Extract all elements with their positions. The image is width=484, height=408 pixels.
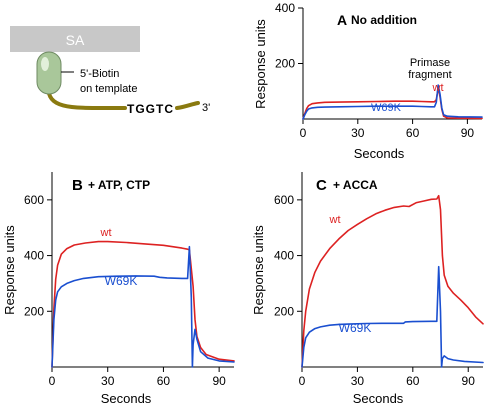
panel-a-ylabel: Response units bbox=[253, 19, 268, 109]
panel-c-xtick-label-0: 0 bbox=[299, 374, 306, 388]
biotin-bead bbox=[36, 51, 62, 95]
panel-c-title: + ACCA bbox=[333, 178, 378, 192]
panel-b-xtick-label-30: 30 bbox=[101, 374, 115, 388]
panel-b-series-wt bbox=[51, 240, 235, 368]
panel-a-ytick-label-400: 400 bbox=[275, 1, 295, 15]
panel-b-w69k-label: W69K bbox=[105, 274, 138, 288]
panel-b-xlabel: Seconds bbox=[101, 391, 152, 406]
streptavidin-surface bbox=[10, 26, 140, 52]
sequence-label: TGGTC bbox=[127, 102, 174, 116]
panel-b-xtick-label-90: 90 bbox=[212, 374, 226, 388]
surface-label: SA bbox=[66, 32, 85, 48]
panel-c-w69k-label: W69K bbox=[339, 321, 372, 335]
panel-c-ytick-label-400: 400 bbox=[274, 249, 294, 263]
panel-b-title: + ATP, CTP bbox=[88, 178, 150, 192]
panel-a-annotation-2: fragment bbox=[408, 69, 451, 81]
panel-c-xtick-label-60: 60 bbox=[406, 374, 420, 388]
panel-b-letter: B bbox=[72, 177, 83, 194]
panel-a-xtick-label-30: 30 bbox=[351, 126, 365, 140]
panel-a-w69k-label: W69K bbox=[371, 102, 402, 114]
panel-c-xtick-label-90: 90 bbox=[462, 374, 476, 388]
panel-c-letter: C bbox=[316, 177, 327, 194]
panel-a-xtick-label-0: 0 bbox=[300, 126, 307, 140]
panel-b-ytick-label-600: 600 bbox=[24, 193, 44, 207]
panel-c-xtick-label-30: 30 bbox=[351, 374, 365, 388]
panel-c-xlabel: Seconds bbox=[353, 391, 404, 406]
panel-c-ytick-label-200: 200 bbox=[274, 304, 294, 318]
panel-a-xlabel: Seconds bbox=[354, 146, 405, 161]
panel-b-ytick-label-400: 400 bbox=[24, 249, 44, 263]
panel-c: 0 30 60 90 200 400 600 C + ACCA wt W69K Second… bbox=[251, 172, 484, 406]
panel-c-ytick-label-600: 600 bbox=[274, 193, 294, 207]
panel-a-ytick-label-200: 200 bbox=[275, 57, 295, 71]
panel-b-xtick-label-60: 60 bbox=[157, 374, 171, 388]
dna-strand-tail bbox=[175, 101, 200, 110]
panel-a-xtick-label-60: 60 bbox=[406, 126, 420, 140]
biotin-label-2: on template bbox=[80, 83, 137, 95]
three-prime-label: 3' bbox=[202, 102, 210, 114]
panel-a-annotation-1: Primase bbox=[410, 57, 450, 69]
panel-b-series-w69k bbox=[51, 245, 235, 368]
panel-b: 0 30 60 90 200 400 600 B + ATP, CTP wt W69K Se… bbox=[2, 172, 235, 406]
panel-b-ylabel: Response units bbox=[2, 225, 17, 315]
panel-a-wt-label: wt bbox=[432, 82, 444, 94]
panel-a-xtick-label-90: 90 bbox=[461, 126, 475, 140]
biotin-label-1: 5'-Biotin bbox=[80, 68, 119, 80]
biotin-bead-highlight bbox=[41, 57, 49, 71]
panel-c-series-wt bbox=[301, 194, 484, 368]
panel-c-ylabel: Response units bbox=[251, 225, 266, 315]
panel-b-ytick-label-200: 200 bbox=[24, 304, 44, 318]
panel-c-series-w69k bbox=[301, 265, 484, 368]
panel-a-title: No addition bbox=[351, 13, 417, 27]
panel-a-series-w69k bbox=[302, 84, 483, 120]
schematic: SA 5'-Biotin on template TGGTC 3' bbox=[10, 26, 210, 116]
panel-c-wt-label: wt bbox=[329, 214, 341, 226]
panel-b-wt-label: wt bbox=[100, 227, 112, 239]
panel-a-letter: A bbox=[337, 12, 347, 28]
panel-b-xtick-label-0: 0 bbox=[49, 374, 56, 388]
panel-a: 0 30 60 90 200 400 A No addition Primase frag… bbox=[253, 1, 483, 161]
